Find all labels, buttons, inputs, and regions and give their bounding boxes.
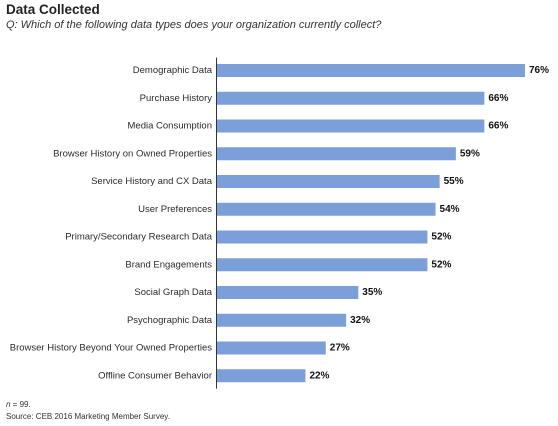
source-note: Source: CEB 2016 Marketing Member Survey… bbox=[6, 412, 170, 421]
category-label: Browser History Beyond Your Owned Proper… bbox=[10, 343, 212, 354]
value-label: 27% bbox=[330, 343, 350, 354]
bar bbox=[216, 258, 428, 272]
value-label: 35% bbox=[362, 287, 382, 298]
category-label: User Preferences bbox=[138, 204, 212, 215]
bar bbox=[216, 119, 485, 133]
value-label: 55% bbox=[444, 176, 464, 187]
value-label: 52% bbox=[431, 232, 451, 243]
bar bbox=[216, 147, 456, 161]
chart-question: Q: Which of the following data types doe… bbox=[6, 19, 382, 31]
bar bbox=[216, 230, 428, 244]
value-label: 22% bbox=[309, 370, 329, 381]
value-label: 54% bbox=[440, 204, 460, 215]
bar bbox=[216, 313, 347, 327]
bar bbox=[216, 175, 440, 188]
sample-size-symbol: n bbox=[6, 400, 11, 409]
bar bbox=[216, 286, 359, 299]
category-label: Demographic Data bbox=[133, 65, 213, 76]
sample-size-value: = 99. bbox=[10, 400, 31, 409]
bar bbox=[216, 202, 436, 216]
category-label: Psychographic Data bbox=[127, 315, 213, 326]
bar-chart: Demographic Data Purchase History Media Co… bbox=[10, 57, 549, 389]
category-label: Brand Engagements bbox=[125, 259, 212, 270]
category-labels: Demographic Data Purchase History Media Co… bbox=[10, 65, 213, 381]
bar bbox=[216, 341, 326, 355]
category-label: Browser History on Owned Properties bbox=[53, 148, 212, 159]
category-label: Primary/Secondary Research Data bbox=[65, 232, 212, 243]
category-label: Service History and CX Data bbox=[91, 176, 213, 187]
category-label: Offline Consumer Behavior bbox=[98, 370, 212, 381]
bar bbox=[216, 91, 485, 105]
bar bbox=[216, 369, 306, 383]
value-label: 59% bbox=[460, 148, 480, 159]
value-label: 32% bbox=[350, 315, 370, 326]
chart-title: Data Collected bbox=[6, 2, 100, 17]
category-label: Purchase History bbox=[140, 93, 213, 104]
value-label: 52% bbox=[431, 259, 451, 270]
value-label: 66% bbox=[488, 121, 508, 132]
value-labels: 76% 66% 66% 59% 55% 54% 52% 52% 35% 32% 27% 22% bbox=[309, 65, 549, 381]
category-label: Social Graph Data bbox=[134, 287, 212, 298]
bars bbox=[216, 64, 525, 383]
category-label: Media Consumption bbox=[128, 121, 213, 132]
value-label: 76% bbox=[529, 65, 549, 76]
bar bbox=[216, 64, 525, 77]
sample-size-note: n = 99. bbox=[6, 400, 31, 409]
value-label: 66% bbox=[488, 93, 508, 104]
